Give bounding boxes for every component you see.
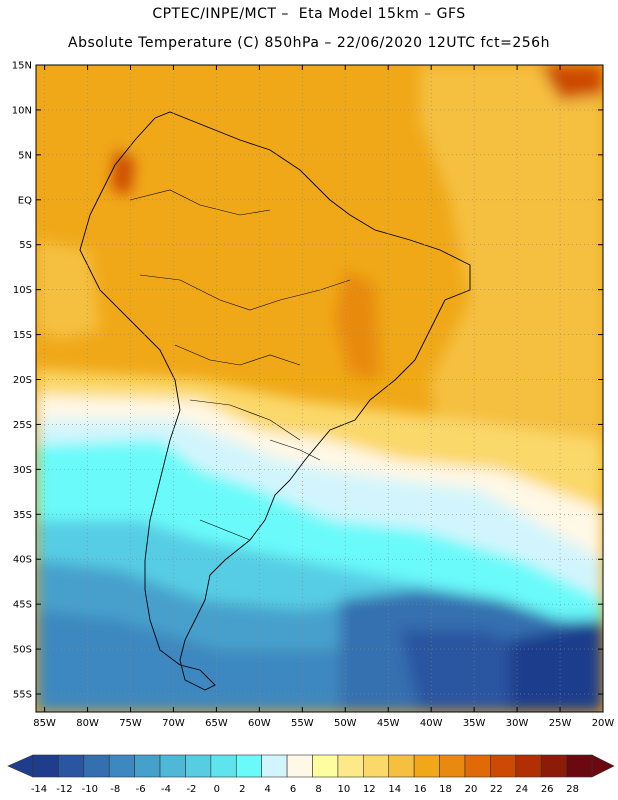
colorbar-swatch — [515, 754, 542, 778]
colorbar-swatch — [159, 754, 186, 778]
colorbar-label: -2 — [186, 784, 196, 795]
colorbar-label: 12 — [363, 784, 376, 795]
colorbar-label: -10 — [82, 784, 98, 795]
colorbar-label: 14 — [388, 784, 401, 795]
colorbar-labels: -14 -12 -10 -8 -6 -4 -2 0 2 4 6 8 10 12 14 16 18 20 22 24 26… — [31, 784, 579, 795]
tick-marks — [36, 64, 604, 712]
colorbar-label: -4 — [161, 784, 171, 795]
lon-label: 75W — [119, 718, 142, 729]
colorbar-swatch — [83, 754, 110, 778]
colorbar-swatch — [108, 754, 135, 778]
colorbar-label: 8 — [315, 784, 321, 795]
map-frame — [35, 64, 604, 713]
colorbar-swatch — [32, 754, 59, 778]
colorbar-swatch — [312, 754, 339, 778]
latitude-labels: 15N 10N 5N EQ 5S 10S 15S 20S 25S 30S 35S 40S 45S 50S 5… — [12, 61, 32, 701]
lon-label: 70W — [162, 718, 185, 729]
lat-label: 40S — [13, 555, 32, 566]
lon-label: 60W — [248, 718, 271, 729]
colorbar-swatch — [261, 754, 288, 778]
lon-label: 55W — [291, 718, 314, 729]
lat-label: 50S — [13, 645, 32, 656]
lon-label: 20W — [592, 718, 615, 729]
colorbar-swatch — [439, 754, 466, 778]
lat-label: 5S — [19, 240, 32, 251]
lat-label: 15N — [12, 61, 32, 72]
colorbar-swatch — [235, 754, 262, 778]
colorbar-swatch — [134, 754, 161, 778]
lat-label: 15S — [13, 330, 32, 341]
colorbar-label: 4 — [264, 784, 270, 795]
lat-label: 25S — [13, 420, 32, 431]
colorbar-label: 16 — [414, 784, 427, 795]
colorbar-swatch — [566, 754, 593, 778]
colorbar-swatch — [58, 754, 85, 778]
colorbar-swatch — [363, 754, 390, 778]
colorbar-swatch — [490, 754, 517, 778]
colorbar-label: 10 — [338, 784, 351, 795]
colorbar-swatch — [185, 754, 212, 778]
lon-label: 25W — [549, 718, 572, 729]
colorbar-swatch — [464, 754, 491, 778]
lat-label: 30S — [13, 465, 32, 476]
lon-label: 85W — [33, 718, 56, 729]
colorbar-swatch — [388, 754, 415, 778]
lon-label: 50W — [334, 718, 357, 729]
lat-label: 10S — [13, 285, 32, 296]
lon-label: 40W — [420, 718, 443, 729]
colorbar-swatch — [413, 754, 440, 778]
colorbar-label: 28 — [566, 784, 579, 795]
title-line-2: Absolute Temperature (C) 850hPa – 22/06/… — [68, 35, 550, 51]
colorbar-label: -6 — [136, 784, 146, 795]
lat-label: 45S — [13, 600, 32, 611]
colorbar-label: -14 — [31, 784, 47, 795]
lat-label: 55S — [13, 690, 32, 701]
colorbar-label: 26 — [541, 784, 554, 795]
colorbar-swatch — [540, 754, 567, 778]
colorbar-label: 22 — [490, 784, 503, 795]
lon-label: 45W — [377, 718, 400, 729]
lon-label: 30W — [506, 718, 529, 729]
coastline — [79, 111, 471, 691]
lat-label: EQ — [18, 195, 32, 206]
lat-label: 5N — [18, 150, 32, 161]
lat-label: 35S — [13, 510, 32, 521]
lon-label: 80W — [76, 718, 99, 729]
colorbar-label: 6 — [290, 784, 296, 795]
colorbar-swatch — [286, 754, 313, 778]
colorbar-label: 2 — [239, 784, 245, 795]
colorbar-min-arrow — [7, 754, 34, 778]
colorbar-max-arrow — [591, 754, 615, 778]
lat-label: 10N — [12, 105, 32, 116]
colorbar — [7, 754, 615, 778]
lat-label: 20S — [13, 375, 32, 386]
colorbar-label: -8 — [110, 784, 120, 795]
colorbar-swatch — [337, 754, 364, 778]
title-line-1: CPTEC/INPE/MCT – Eta Model 15km – GFS — [152, 6, 466, 22]
country-borders — [129, 189, 351, 541]
colorbar-label: -12 — [56, 784, 72, 795]
lon-label: 65W — [205, 718, 228, 729]
colorbar-swatch — [210, 754, 237, 778]
temperature-field — [36, 65, 603, 712]
lon-label: 35W — [463, 718, 486, 729]
longitude-labels: 85W 80W 75W 70W 65W 60W 55W 50W 45W 40W 35W 30W 25W 2… — [33, 718, 614, 729]
colorbar-label: 20 — [465, 784, 478, 795]
colorbar-label: 18 — [439, 784, 452, 795]
colorbar-label: 24 — [515, 784, 528, 795]
colorbar-label: 0 — [214, 784, 220, 795]
